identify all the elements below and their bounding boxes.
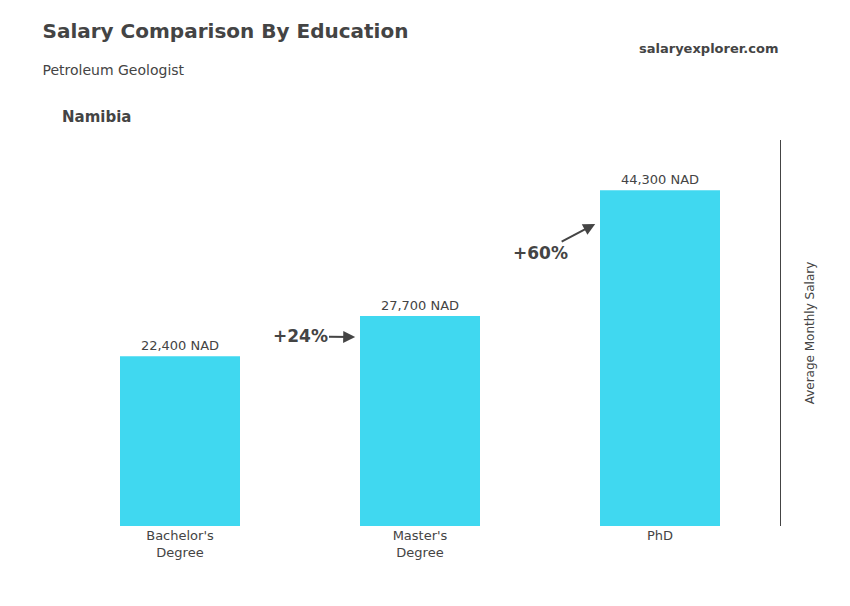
svg-text:+60%: +60% [513,243,568,263]
svg-text:44,300 NAD: 44,300 NAD [621,172,699,187]
svg-text:+24%: +24% [273,326,328,346]
svg-text:Petroleum Geologist: Petroleum Geologist [43,62,185,78]
svg-text:Average Monthly Salary: Average Monthly Salary [803,262,817,405]
svg-text:Namibia: Namibia [62,108,131,126]
svg-text:27,700 NAD: 27,700 NAD [381,298,459,313]
svg-text:Salary Comparison By Education: Salary Comparison By Education [43,19,409,43]
svg-text:salaryexplorer.com: salaryexplorer.com [639,41,778,56]
svg-text:22,400 NAD: 22,400 NAD [141,338,219,353]
svg-text:PhD: PhD [647,528,673,543]
svg-text:Master'sDegree: Master'sDegree [393,528,448,560]
svg-text:Bachelor'sDegree: Bachelor'sDegree [146,528,214,560]
